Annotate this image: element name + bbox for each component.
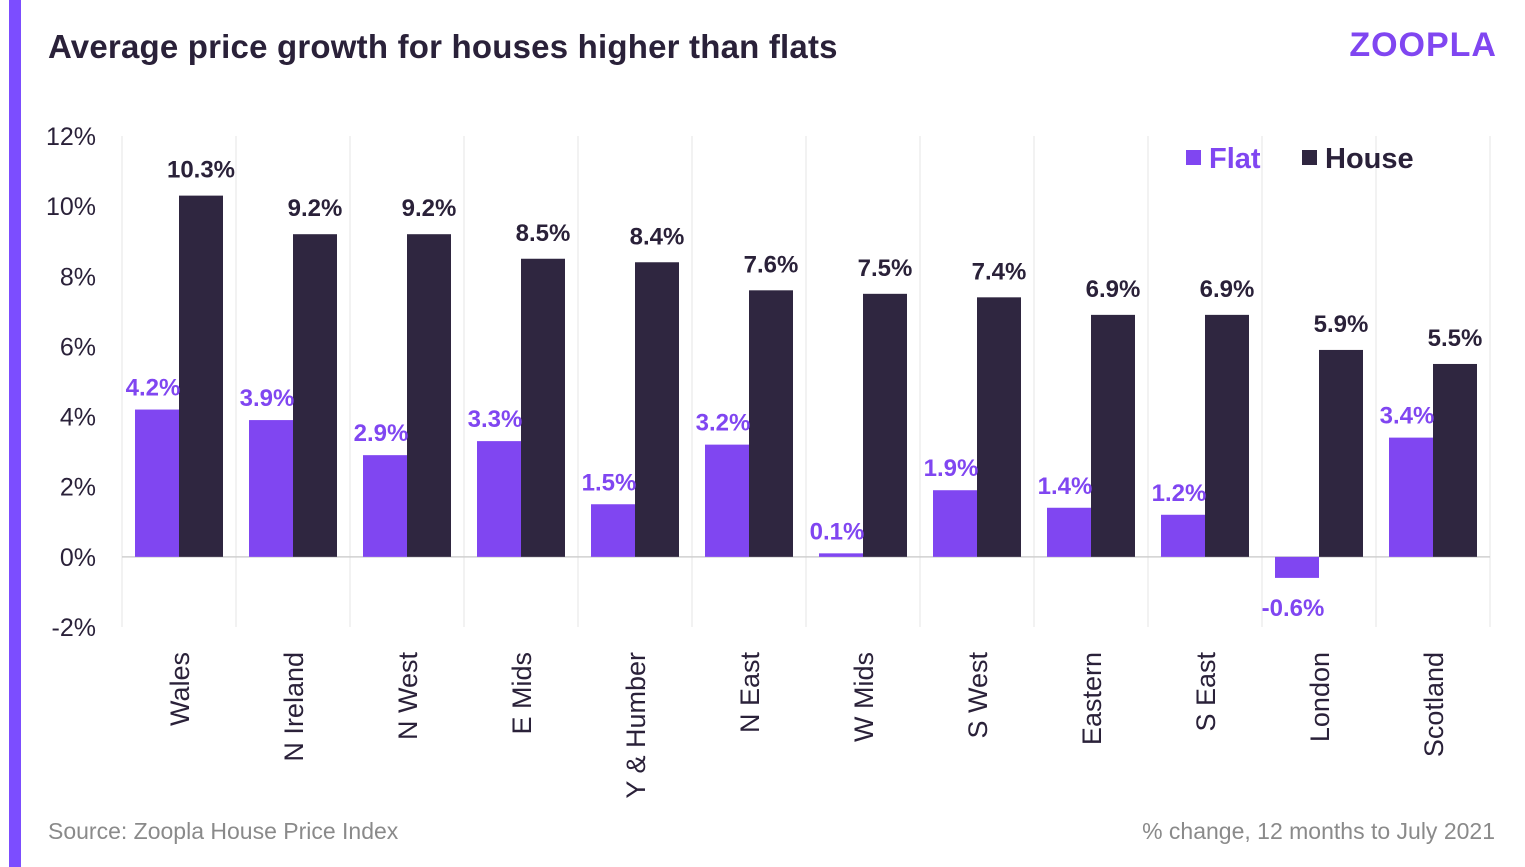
house-bar xyxy=(1319,349,1363,557)
zoopla-logo: ZOOPLA xyxy=(1349,26,1497,64)
flat-data-label: 0.1% xyxy=(810,518,865,545)
flat-bar xyxy=(1047,507,1091,557)
house-bar xyxy=(179,195,223,557)
flat-data-label: 3.3% xyxy=(468,406,523,433)
y-tick-label: 12% xyxy=(46,123,96,151)
flat-bar xyxy=(819,553,863,557)
y-tick-label: 6% xyxy=(60,333,96,361)
house-data-label: 9.2% xyxy=(402,195,457,222)
period-note: % change, 12 months to July 2021 xyxy=(1142,818,1495,844)
flat-bar xyxy=(135,409,179,557)
y-tick-label: 0% xyxy=(60,544,96,572)
legend-house-swatch xyxy=(1302,150,1317,165)
flat-bar xyxy=(363,455,407,557)
house-data-label: 7.6% xyxy=(744,251,799,278)
source-note: Source: Zoopla House Price Index xyxy=(48,818,399,844)
house-bar xyxy=(1091,314,1135,557)
x-category-label: Eastern xyxy=(1077,652,1107,745)
y-tick-label: 8% xyxy=(60,263,96,291)
x-category-label: N Ireland xyxy=(279,652,309,762)
house-data-label: 6.9% xyxy=(1086,276,1141,303)
house-data-label: 5.9% xyxy=(1314,311,1369,338)
flat-bar xyxy=(591,504,635,557)
flat-data-label: 1.9% xyxy=(924,455,979,482)
flat-bar xyxy=(1161,514,1205,557)
house-bar xyxy=(863,293,907,557)
flat-bar xyxy=(705,444,749,557)
accent-bar xyxy=(9,0,21,867)
flat-data-label: 1.4% xyxy=(1038,473,1093,500)
flat-data-label: 4.2% xyxy=(126,375,181,402)
house-bar xyxy=(977,297,1021,557)
y-tick-label: -2% xyxy=(52,614,96,642)
flat-data-label: 2.9% xyxy=(354,420,409,447)
house-data-label: 7.5% xyxy=(858,255,913,282)
x-category-label: E Mids xyxy=(507,652,537,735)
x-category-label: S East xyxy=(1191,652,1221,732)
house-bar xyxy=(635,262,679,557)
x-category-label: N East xyxy=(735,652,765,734)
x-category-label: S West xyxy=(963,652,993,739)
x-category-label: Wales xyxy=(165,652,195,726)
flat-data-label: 3.4% xyxy=(1380,403,1435,430)
house-data-label: 10.3% xyxy=(167,157,235,184)
house-bar xyxy=(293,234,337,557)
flat-bar xyxy=(933,490,977,557)
flat-data-label: 1.2% xyxy=(1152,480,1207,507)
house-data-label: 7.4% xyxy=(972,258,1027,285)
flat-data-label: 3.9% xyxy=(240,385,295,412)
legend-flat-label: Flat xyxy=(1209,143,1261,175)
house-data-label: 9.2% xyxy=(288,195,343,222)
flat-data-label: 1.5% xyxy=(582,469,637,496)
x-category-label: Scotland xyxy=(1419,652,1449,757)
flat-data-label: -0.6% xyxy=(1262,595,1325,622)
y-tick-label: 4% xyxy=(60,404,96,432)
flat-data-label: 3.2% xyxy=(696,410,751,437)
house-bar xyxy=(749,290,793,557)
house-bar xyxy=(1205,314,1249,557)
chart-title: Average price growth for houses higher t… xyxy=(48,28,838,65)
house-data-label: 5.5% xyxy=(1428,325,1483,352)
house-bar xyxy=(407,234,451,557)
y-tick-label: 10% xyxy=(46,193,96,221)
x-category-label: W Mids xyxy=(849,652,879,742)
legend-house-label: House xyxy=(1325,143,1414,175)
x-category-label: N West xyxy=(393,652,423,741)
flat-bar xyxy=(1275,556,1319,578)
flat-bar xyxy=(249,420,293,557)
y-tick-label: 2% xyxy=(60,474,96,502)
house-bar xyxy=(1433,363,1477,557)
flat-bar xyxy=(477,441,521,557)
house-data-label: 8.5% xyxy=(516,220,571,247)
x-category-label: London xyxy=(1305,652,1335,742)
x-category-label: Y & Humber xyxy=(621,652,651,799)
flat-bar xyxy=(1389,437,1433,557)
legend-flat-swatch xyxy=(1186,150,1201,165)
house-data-label: 6.9% xyxy=(1200,276,1255,303)
house-data-label: 8.4% xyxy=(630,223,685,250)
house-bar xyxy=(521,258,565,557)
